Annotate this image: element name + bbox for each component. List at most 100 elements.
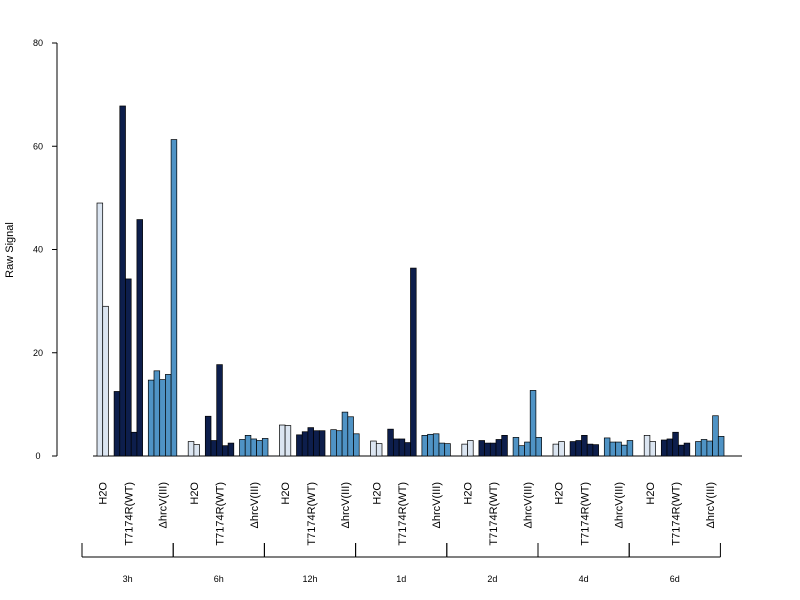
category-label: ΔhrcV(III)	[158, 482, 170, 528]
category-label: ΔhrcV(III)	[340, 482, 352, 528]
bars	[96, 105, 725, 457]
category-label: ΔhrcV(III)	[431, 482, 443, 528]
bar	[501, 435, 508, 457]
bar	[712, 415, 719, 457]
category-label: T7174R(WT)	[215, 482, 227, 546]
category-label: T7174R(WT)	[397, 482, 409, 546]
bar	[512, 437, 520, 457]
bar	[398, 438, 406, 457]
bar	[222, 445, 229, 457]
bar	[683, 442, 691, 457]
bar	[609, 441, 617, 457]
bar	[489, 442, 497, 457]
timepoint-label: 2d	[487, 574, 497, 584]
bar	[484, 442, 491, 457]
bar	[193, 444, 200, 457]
bar	[301, 431, 309, 457]
bar	[102, 305, 109, 457]
bar	[467, 440, 474, 457]
bar	[170, 139, 178, 457]
bar	[153, 370, 161, 457]
bar	[660, 439, 668, 457]
bar	[165, 374, 172, 457]
bar	[113, 391, 121, 457]
bar	[427, 433, 434, 457]
bar	[130, 431, 138, 457]
bar	[261, 438, 269, 457]
bar	[336, 430, 343, 457]
bar	[438, 442, 446, 457]
bar	[296, 434, 303, 457]
bar	[279, 424, 286, 457]
bar	[313, 430, 320, 457]
bar	[375, 443, 383, 457]
bar	[216, 364, 223, 457]
timepoint-label: 3h	[123, 574, 133, 584]
bar	[210, 440, 218, 457]
category-label: H2O	[98, 482, 110, 505]
bar	[239, 439, 246, 457]
category-label: H2O	[371, 482, 383, 505]
bar	[187, 441, 195, 457]
bar	[478, 440, 485, 457]
category-label: T7174R(WT)	[488, 482, 500, 546]
category-labels: H2O T7174R(WT) ΔhrcV(III) H2O T7174R(WT) Δhrc…	[98, 482, 717, 546]
y-axis: 0 20 40 60 80	[33, 38, 58, 461]
bar	[495, 439, 503, 457]
y-tick-label: 60	[33, 141, 43, 151]
bar	[626, 440, 634, 457]
bar	[244, 435, 252, 457]
bar	[586, 443, 594, 457]
bar	[347, 416, 354, 457]
bar	[330, 429, 337, 457]
y-tick-label: 40	[33, 245, 43, 255]
category-label: ΔhrcV(III)	[705, 482, 717, 528]
category-label: ΔhrcV(III)	[614, 482, 626, 528]
bar	[615, 441, 622, 457]
time-brackets: 3h 6h 12h 1d 2d 4d 6d	[81, 543, 721, 584]
timepoint-label: 6h	[214, 574, 224, 584]
category-label: H2O	[645, 482, 657, 505]
category-label: ΔhrcV(III)	[249, 482, 261, 528]
timepoint-label: 4d	[579, 574, 589, 584]
bar	[678, 444, 685, 457]
bar	[353, 433, 360, 457]
bar	[558, 441, 565, 457]
bar	[592, 444, 599, 457]
bar	[404, 442, 411, 457]
category-label: T7174R(WT)	[579, 482, 591, 546]
y-tick-label: 80	[33, 38, 43, 48]
bar	[717, 436, 725, 457]
bar	[569, 441, 577, 457]
category-label: T7174R(WT)	[671, 482, 683, 546]
category-label: T7174R(WT)	[123, 482, 135, 546]
category-label: H2O	[463, 482, 475, 505]
bar	[410, 267, 417, 457]
bar	[204, 415, 212, 457]
bar	[341, 411, 349, 457]
bar	[575, 440, 582, 457]
y-axis-title: Raw Signal	[4, 222, 16, 278]
bar	[136, 219, 143, 457]
category-label: T7174R(WT)	[306, 482, 318, 546]
category-label: H2O	[189, 482, 201, 505]
bar	[307, 427, 314, 457]
bar	[159, 379, 166, 457]
bar	[581, 435, 588, 457]
bar	[256, 440, 263, 457]
bar	[444, 443, 451, 457]
bar	[318, 430, 326, 457]
bar	[432, 433, 440, 457]
bar	[603, 437, 611, 457]
bar	[119, 105, 126, 457]
bar	[695, 441, 702, 457]
bar	[621, 444, 628, 457]
bar	[250, 438, 257, 457]
bar	[666, 438, 674, 457]
category-label: ΔhrcV(III)	[522, 482, 534, 528]
bar	[284, 425, 292, 457]
category-label: H2O	[280, 482, 292, 505]
bar	[461, 443, 468, 457]
bar	[393, 438, 400, 457]
